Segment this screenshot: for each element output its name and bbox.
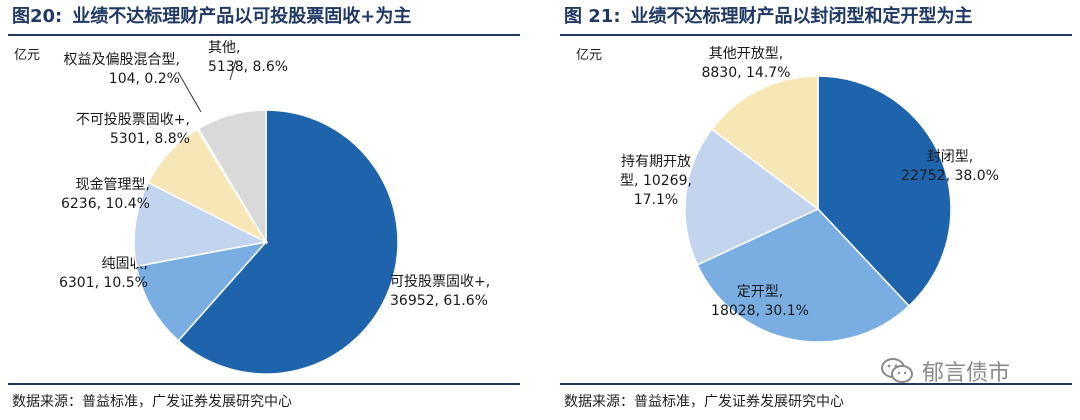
- pie-slice: [817, 75, 952, 307]
- slice-label: 权益及偏股混合型, 104, 0.2%: [64, 52, 180, 87]
- slice-label: 其他开放型, 8830, 14.7%: [701, 46, 790, 81]
- slice-label: 其他, 5138, 8.6%: [208, 40, 288, 75]
- unit-label: 亿元: [14, 48, 41, 63]
- figure-title-text: 业绩不达标理财产品以可投股票固收+为主: [72, 6, 412, 27]
- slice-label: 现金管理型, 6236, 10.4%: [61, 177, 150, 212]
- pie-slice: [135, 240, 269, 342]
- slice-label: 纯固收, 6301, 10.5%: [59, 256, 148, 291]
- figure-title: 图 21: 业绩不达标理财产品以封闭型和定开型为主: [564, 4, 973, 30]
- figure-number: 图 21:: [564, 6, 621, 27]
- slice-label: 定开型, 18028, 30.1%: [711, 284, 809, 319]
- title-rule: [560, 34, 1072, 36]
- pie-chart: 可投股票固收+, 36952, 61.6% 纯固收, 6301, 10.5% 现金管理型…: [59, 40, 490, 375]
- slice-label: 不可投股票固收+, 5301, 8.8%: [76, 112, 190, 147]
- slice-label: 持有期开放型, 10269, 17.1%: [620, 154, 692, 208]
- source-rule: [8, 383, 520, 385]
- wechat-icon: [881, 358, 913, 383]
- pie-chart: 封闭型, 22752, 38.0% 定开型, 18028, 30.1% 持有期开放型, …: [620, 46, 999, 343]
- pie-slice: [710, 75, 819, 211]
- chart-panel-left: 图20: 业绩不达标理财产品以可投股票固收+为主 亿元 可投股票固收+, 36952…: [8, 0, 528, 420]
- pie-slice: [696, 208, 911, 343]
- watermark: 郁言债市: [880, 355, 1010, 387]
- pie-slice: [177, 109, 399, 375]
- figure-title: 图20: 业绩不达标理财产品以可投股票固收+为主: [12, 4, 411, 30]
- source-rule: [560, 383, 1072, 385]
- pie-slice: [197, 109, 267, 245]
- slice-label: 封闭型, 22752, 38.0%: [901, 149, 999, 184]
- figure-title-text: 业绩不达标理财产品以封闭型和定开型为主: [630, 6, 973, 27]
- watermark-text: 郁言债市: [922, 361, 1011, 386]
- title-rule: [8, 34, 520, 36]
- unit-label: 亿元: [576, 48, 603, 63]
- figure-number: 图20:: [12, 6, 63, 27]
- slice-label: 可投股票固收+, 36952, 61.6%: [390, 274, 490, 309]
- source-note: 数据来源：普益标准，广发证券发展研究中心: [564, 394, 844, 410]
- source-note: 数据来源：普益标准，广发证券发展研究中心: [12, 394, 292, 410]
- chart-panel-right: 图 21: 业绩不达标理财产品以封闭型和定开型为主 亿元 封闭型, 22752, 3…: [560, 0, 1080, 420]
- leader-line: [177, 71, 202, 113]
- leader-line: [229, 59, 237, 81]
- pie-slice: [684, 128, 820, 266]
- pie-slice: [133, 181, 269, 268]
